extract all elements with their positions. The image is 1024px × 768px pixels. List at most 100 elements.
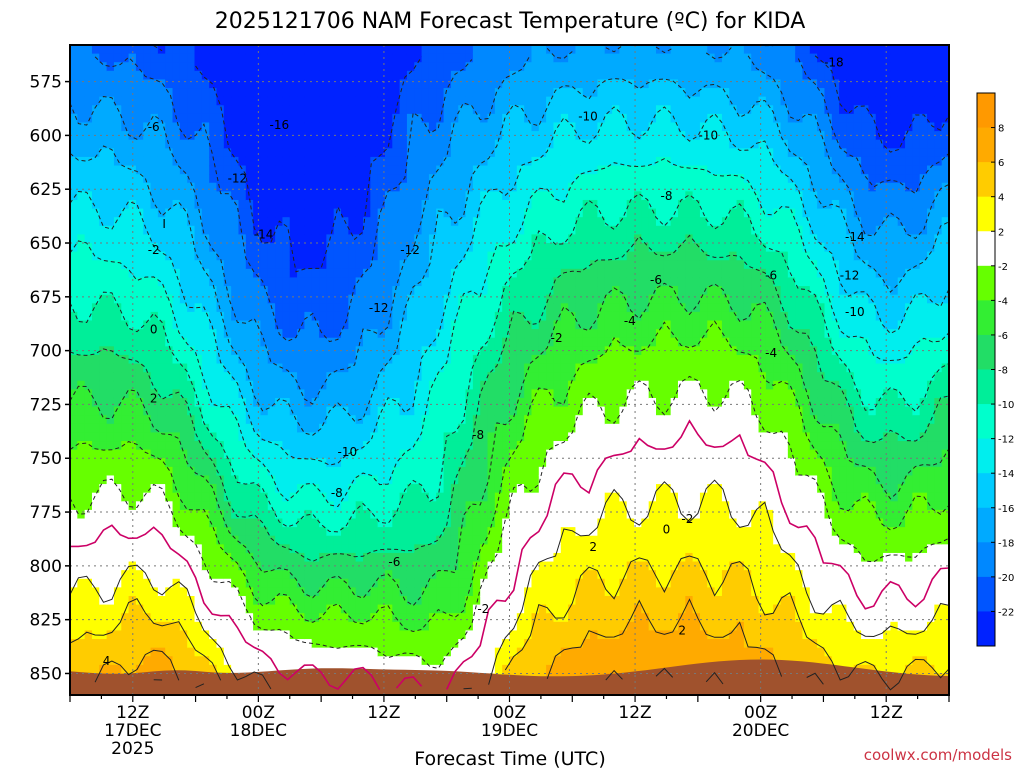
temperature-cell <box>399 621 408 632</box>
temperature-cell <box>370 509 379 520</box>
temperature-cell <box>363 518 371 528</box>
temperature-cell <box>384 225 393 235</box>
temperature-cell <box>399 509 408 520</box>
temperature-cell <box>304 88 313 98</box>
temperature-cell <box>458 53 467 63</box>
temperature-cell <box>179 139 188 149</box>
temperature-cell <box>392 62 401 72</box>
temperature-cell <box>333 432 342 442</box>
temperature-cell <box>150 303 159 313</box>
temperature-cell <box>84 303 93 313</box>
temperature-cell <box>406 380 415 390</box>
temperature-cell <box>487 96 496 106</box>
temperature-cell <box>223 294 232 304</box>
temperature-cell <box>370 595 379 606</box>
temperature-cell <box>333 88 342 98</box>
temperature-cell <box>297 372 305 382</box>
temperature-cell <box>524 484 533 494</box>
temperature-cell <box>275 311 284 322</box>
temperature-cell <box>209 552 218 563</box>
temperature-cell <box>546 441 555 451</box>
temperature-cell <box>428 217 437 227</box>
temperature-cell <box>231 406 240 416</box>
temperature-cell <box>341 105 349 115</box>
temperature-cell <box>209 337 218 347</box>
temperature-cell <box>311 320 320 330</box>
temperature-cell <box>216 286 225 296</box>
temperature-cell <box>297 45 305 55</box>
temperature-cell <box>238 113 247 124</box>
temperature-cell <box>363 561 371 571</box>
temperature-cell <box>297 113 305 124</box>
temperature-cell <box>333 466 342 477</box>
temperature-cell <box>99 174 108 184</box>
temperature-cell <box>450 621 459 632</box>
temperature-cell <box>531 484 540 494</box>
temperature-cell <box>135 45 144 55</box>
temperature-cell <box>436 406 445 416</box>
temperature-cell <box>238 372 247 382</box>
temperature-cell <box>143 621 152 632</box>
temperature-cell <box>231 156 240 167</box>
temperature-cell <box>406 105 415 115</box>
temperature-cell <box>421 475 430 485</box>
temperature-cell <box>70 613 78 623</box>
temperature-cell <box>443 354 452 365</box>
temperature-cell <box>436 243 445 253</box>
temperature-cell <box>201 105 210 115</box>
temperature-cell <box>99 423 108 434</box>
temperature-cell <box>472 432 481 442</box>
temperature-cell <box>267 561 276 571</box>
temperature-cell <box>157 441 166 451</box>
temperature-cell <box>253 225 262 235</box>
temperature-cell <box>472 501 481 511</box>
temperature-cell <box>70 105 78 115</box>
temperature-cell <box>297 311 305 322</box>
temperature-cell <box>77 62 86 72</box>
temperature-cell <box>113 199 122 210</box>
temperature-cell <box>392 372 401 382</box>
temperature-cell <box>77 277 86 287</box>
temperature-cell <box>443 389 452 399</box>
temperature-cell <box>245 639 254 649</box>
temperature-cell <box>289 260 298 270</box>
temperature-cell <box>509 595 518 606</box>
temperature-cell <box>165 639 174 649</box>
temperature-cell <box>70 415 78 425</box>
temperature-cell <box>275 139 284 149</box>
temperature-cell <box>348 139 357 149</box>
temperature-cell <box>216 217 225 227</box>
temperature-cell <box>106 70 115 81</box>
temperature-cell <box>341 458 349 468</box>
temperature-cell <box>494 432 503 442</box>
temperature-cell <box>436 509 445 520</box>
temperature-cell <box>348 621 357 632</box>
temperature-cell <box>311 604 320 614</box>
temperature-cell <box>157 604 166 614</box>
temperature-cell <box>363 406 371 416</box>
temperature-cell <box>223 423 232 434</box>
temperature-cell <box>99 286 108 296</box>
temperature-cell <box>494 148 503 158</box>
temperature-cell <box>91 639 100 649</box>
temperature-cell <box>487 311 496 322</box>
temperature-cell <box>546 492 555 502</box>
temperature-cell <box>326 122 335 132</box>
temperature-cell <box>260 630 269 640</box>
temperature-cell <box>509 630 518 640</box>
temperature-cell <box>450 587 459 597</box>
temperature-cell <box>209 62 218 72</box>
temperature-cell <box>414 639 423 649</box>
temperature-cell <box>238 208 247 218</box>
temperature-cell <box>187 199 196 210</box>
temperature-cell <box>128 432 137 442</box>
temperature-cell <box>216 225 225 235</box>
temperature-cell <box>450 96 459 106</box>
temperature-cell <box>128 552 137 563</box>
temperature-cell <box>436 122 445 132</box>
temperature-cell <box>487 148 496 158</box>
temperature-cell <box>260 441 269 451</box>
temperature-cell <box>150 501 159 511</box>
temperature-cell <box>106 561 115 571</box>
temperature-cell <box>399 234 408 244</box>
